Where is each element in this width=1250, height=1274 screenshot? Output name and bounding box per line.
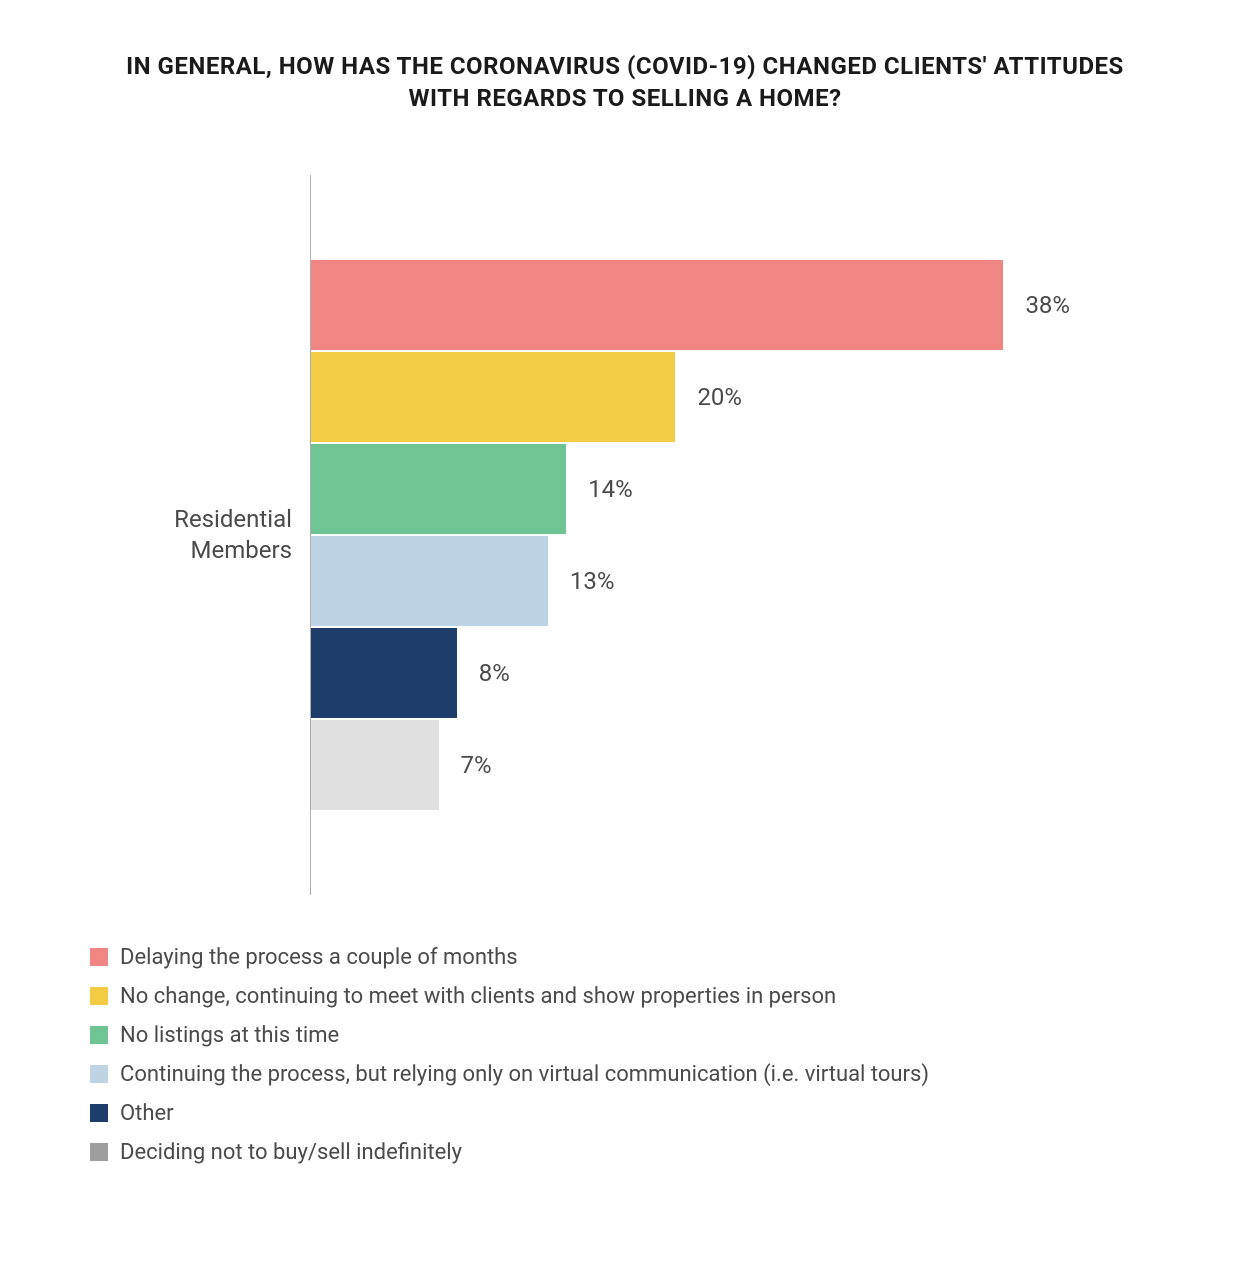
legend-swatch: [90, 1065, 108, 1083]
legend-label: Continuing the process, but relying only…: [120, 1062, 929, 1087]
bar-row: 14%: [311, 444, 1190, 534]
legend-swatch: [90, 1143, 108, 1161]
legend-label: Deciding not to buy/sell indefinitely: [120, 1140, 462, 1165]
legend-swatch: [90, 948, 108, 966]
bar-value-label: 7%: [461, 751, 492, 779]
legend: Delaying the process a couple of months N…: [60, 945, 1190, 1165]
legend-label: Other: [120, 1101, 174, 1126]
chart-container: IN GENERAL, HOW HAS THE CORONAVIRUS (COV…: [0, 0, 1250, 1274]
bars-column: 38% 20% 14% 13% 8% 7%: [310, 175, 1190, 895]
bar: [311, 352, 675, 442]
legend-label: No change, continuing to meet with clien…: [120, 984, 836, 1009]
bar-value-label: 20%: [697, 383, 742, 411]
y-axis-category-label: ResidentialMembers: [174, 504, 292, 566]
legend-item: No change, continuing to meet with clien…: [90, 984, 1190, 1009]
bar: [311, 260, 1003, 350]
legend-swatch: [90, 1026, 108, 1044]
legend-label: Delaying the process a couple of months: [120, 945, 518, 970]
plot-area: ResidentialMembers 38% 20% 14% 13% 8% 7%: [60, 175, 1190, 895]
legend-item: Continuing the process, but relying only…: [90, 1062, 1190, 1087]
bar: [311, 536, 548, 626]
bar-row: 13%: [311, 536, 1190, 626]
legend-item: Delaying the process a couple of months: [90, 945, 1190, 970]
legend-item: Deciding not to buy/sell indefinitely: [90, 1140, 1190, 1165]
legend-label: No listings at this time: [120, 1023, 339, 1048]
bar: [311, 720, 439, 810]
legend-swatch: [90, 1104, 108, 1122]
bar-value-label: 13%: [570, 567, 615, 595]
bar-value-label: 8%: [479, 659, 510, 687]
bar-row: 8%: [311, 628, 1190, 718]
legend-item: No listings at this time: [90, 1023, 1190, 1048]
bar-value-label: 14%: [588, 475, 633, 503]
bar-value-label: 38%: [1025, 291, 1070, 319]
bar-row: 7%: [311, 720, 1190, 810]
bar-row: 38%: [311, 260, 1190, 350]
legend-swatch: [90, 987, 108, 1005]
bar-row: 20%: [311, 352, 1190, 442]
bar: [311, 628, 457, 718]
bar: [311, 444, 566, 534]
y-axis-label-column: ResidentialMembers: [60, 175, 310, 895]
chart-title: IN GENERAL, HOW HAS THE CORONAVIRUS (COV…: [115, 50, 1135, 115]
legend-item: Other: [90, 1101, 1190, 1126]
